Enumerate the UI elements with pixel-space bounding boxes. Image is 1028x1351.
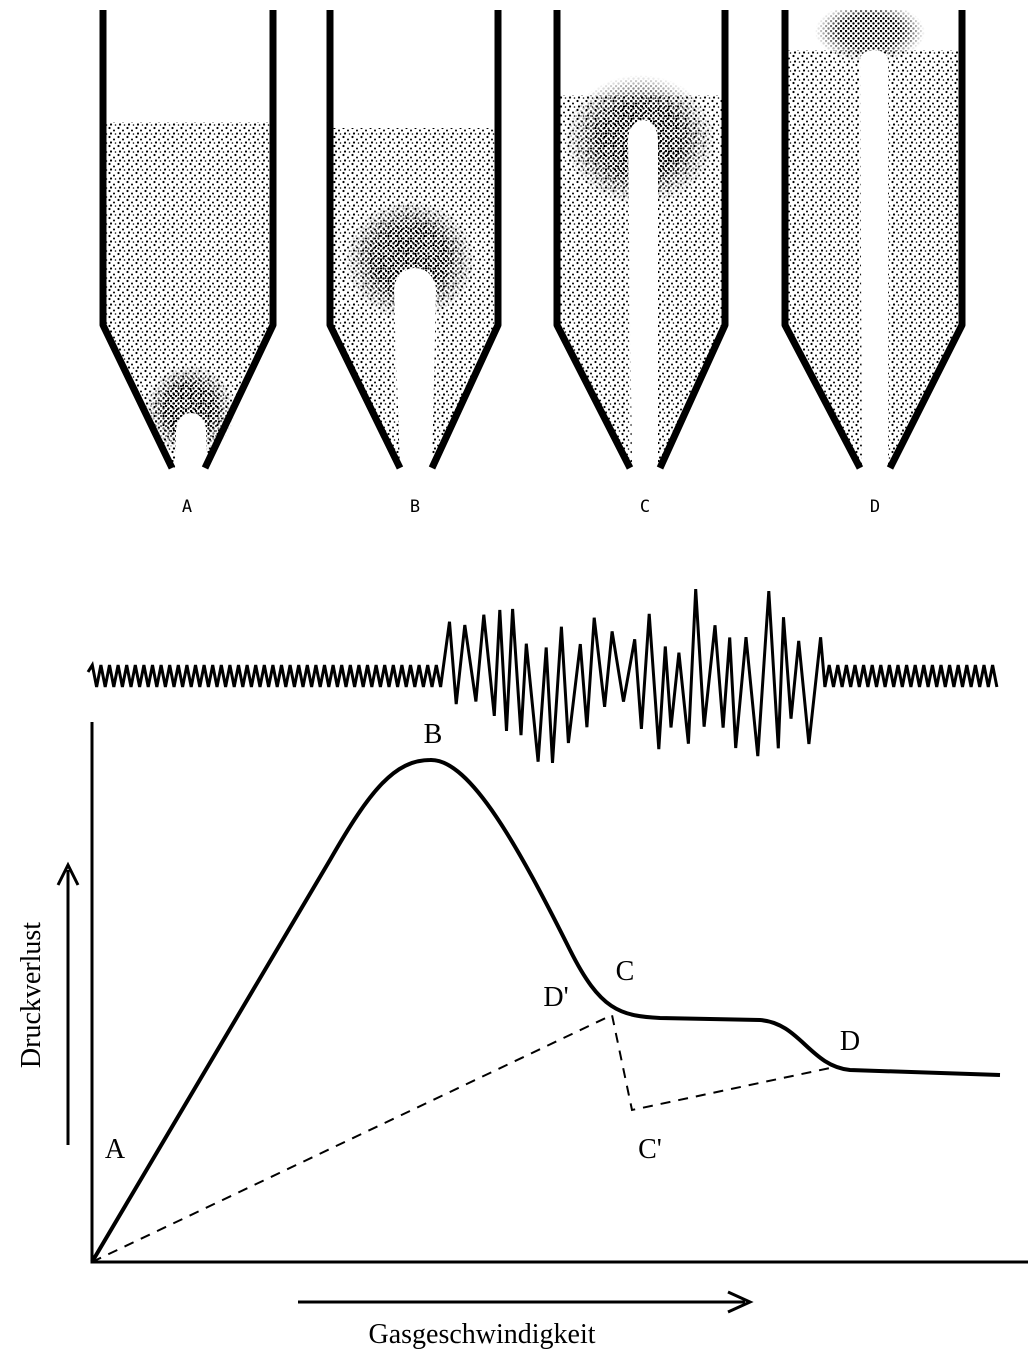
vessels: A B C D	[99, 10, 970, 517]
point-label: D	[840, 1026, 860, 1057]
pressure-signal	[86, 589, 999, 763]
vessel-label: A	[182, 497, 192, 517]
curve-labels: A B C D' D C' Druckverlust Gasgeschwindi…	[16, 719, 860, 1350]
point-label: A	[105, 1134, 126, 1165]
point-label: D'	[543, 982, 568, 1013]
y-axis-label: Druckverlust	[16, 922, 47, 1068]
vessel-label: D	[870, 497, 880, 517]
vessel-label: C	[640, 497, 650, 517]
x-axis-label: Gasgeschwindigkeit	[368, 1319, 595, 1350]
point-label: B	[424, 719, 443, 750]
vessel-label: B	[410, 497, 420, 517]
point-label: C	[616, 956, 635, 987]
point-label: C'	[638, 1134, 662, 1165]
plot	[56, 722, 1028, 1314]
